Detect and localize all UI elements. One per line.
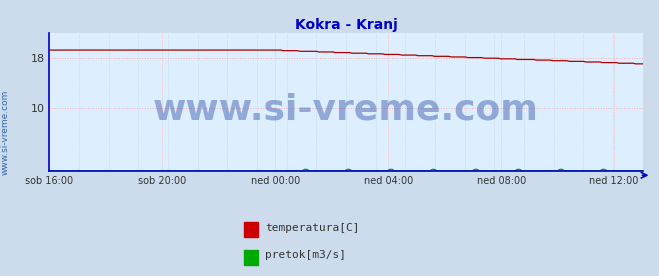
Text: www.si-vreme.com: www.si-vreme.com [153,92,539,126]
Text: temperatura[C]: temperatura[C] [265,223,359,233]
Title: Kokra - Kranj: Kokra - Kranj [295,18,397,32]
Text: pretok[m3/s]: pretok[m3/s] [265,250,346,260]
Text: www.si-vreme.com: www.si-vreme.com [1,90,10,175]
